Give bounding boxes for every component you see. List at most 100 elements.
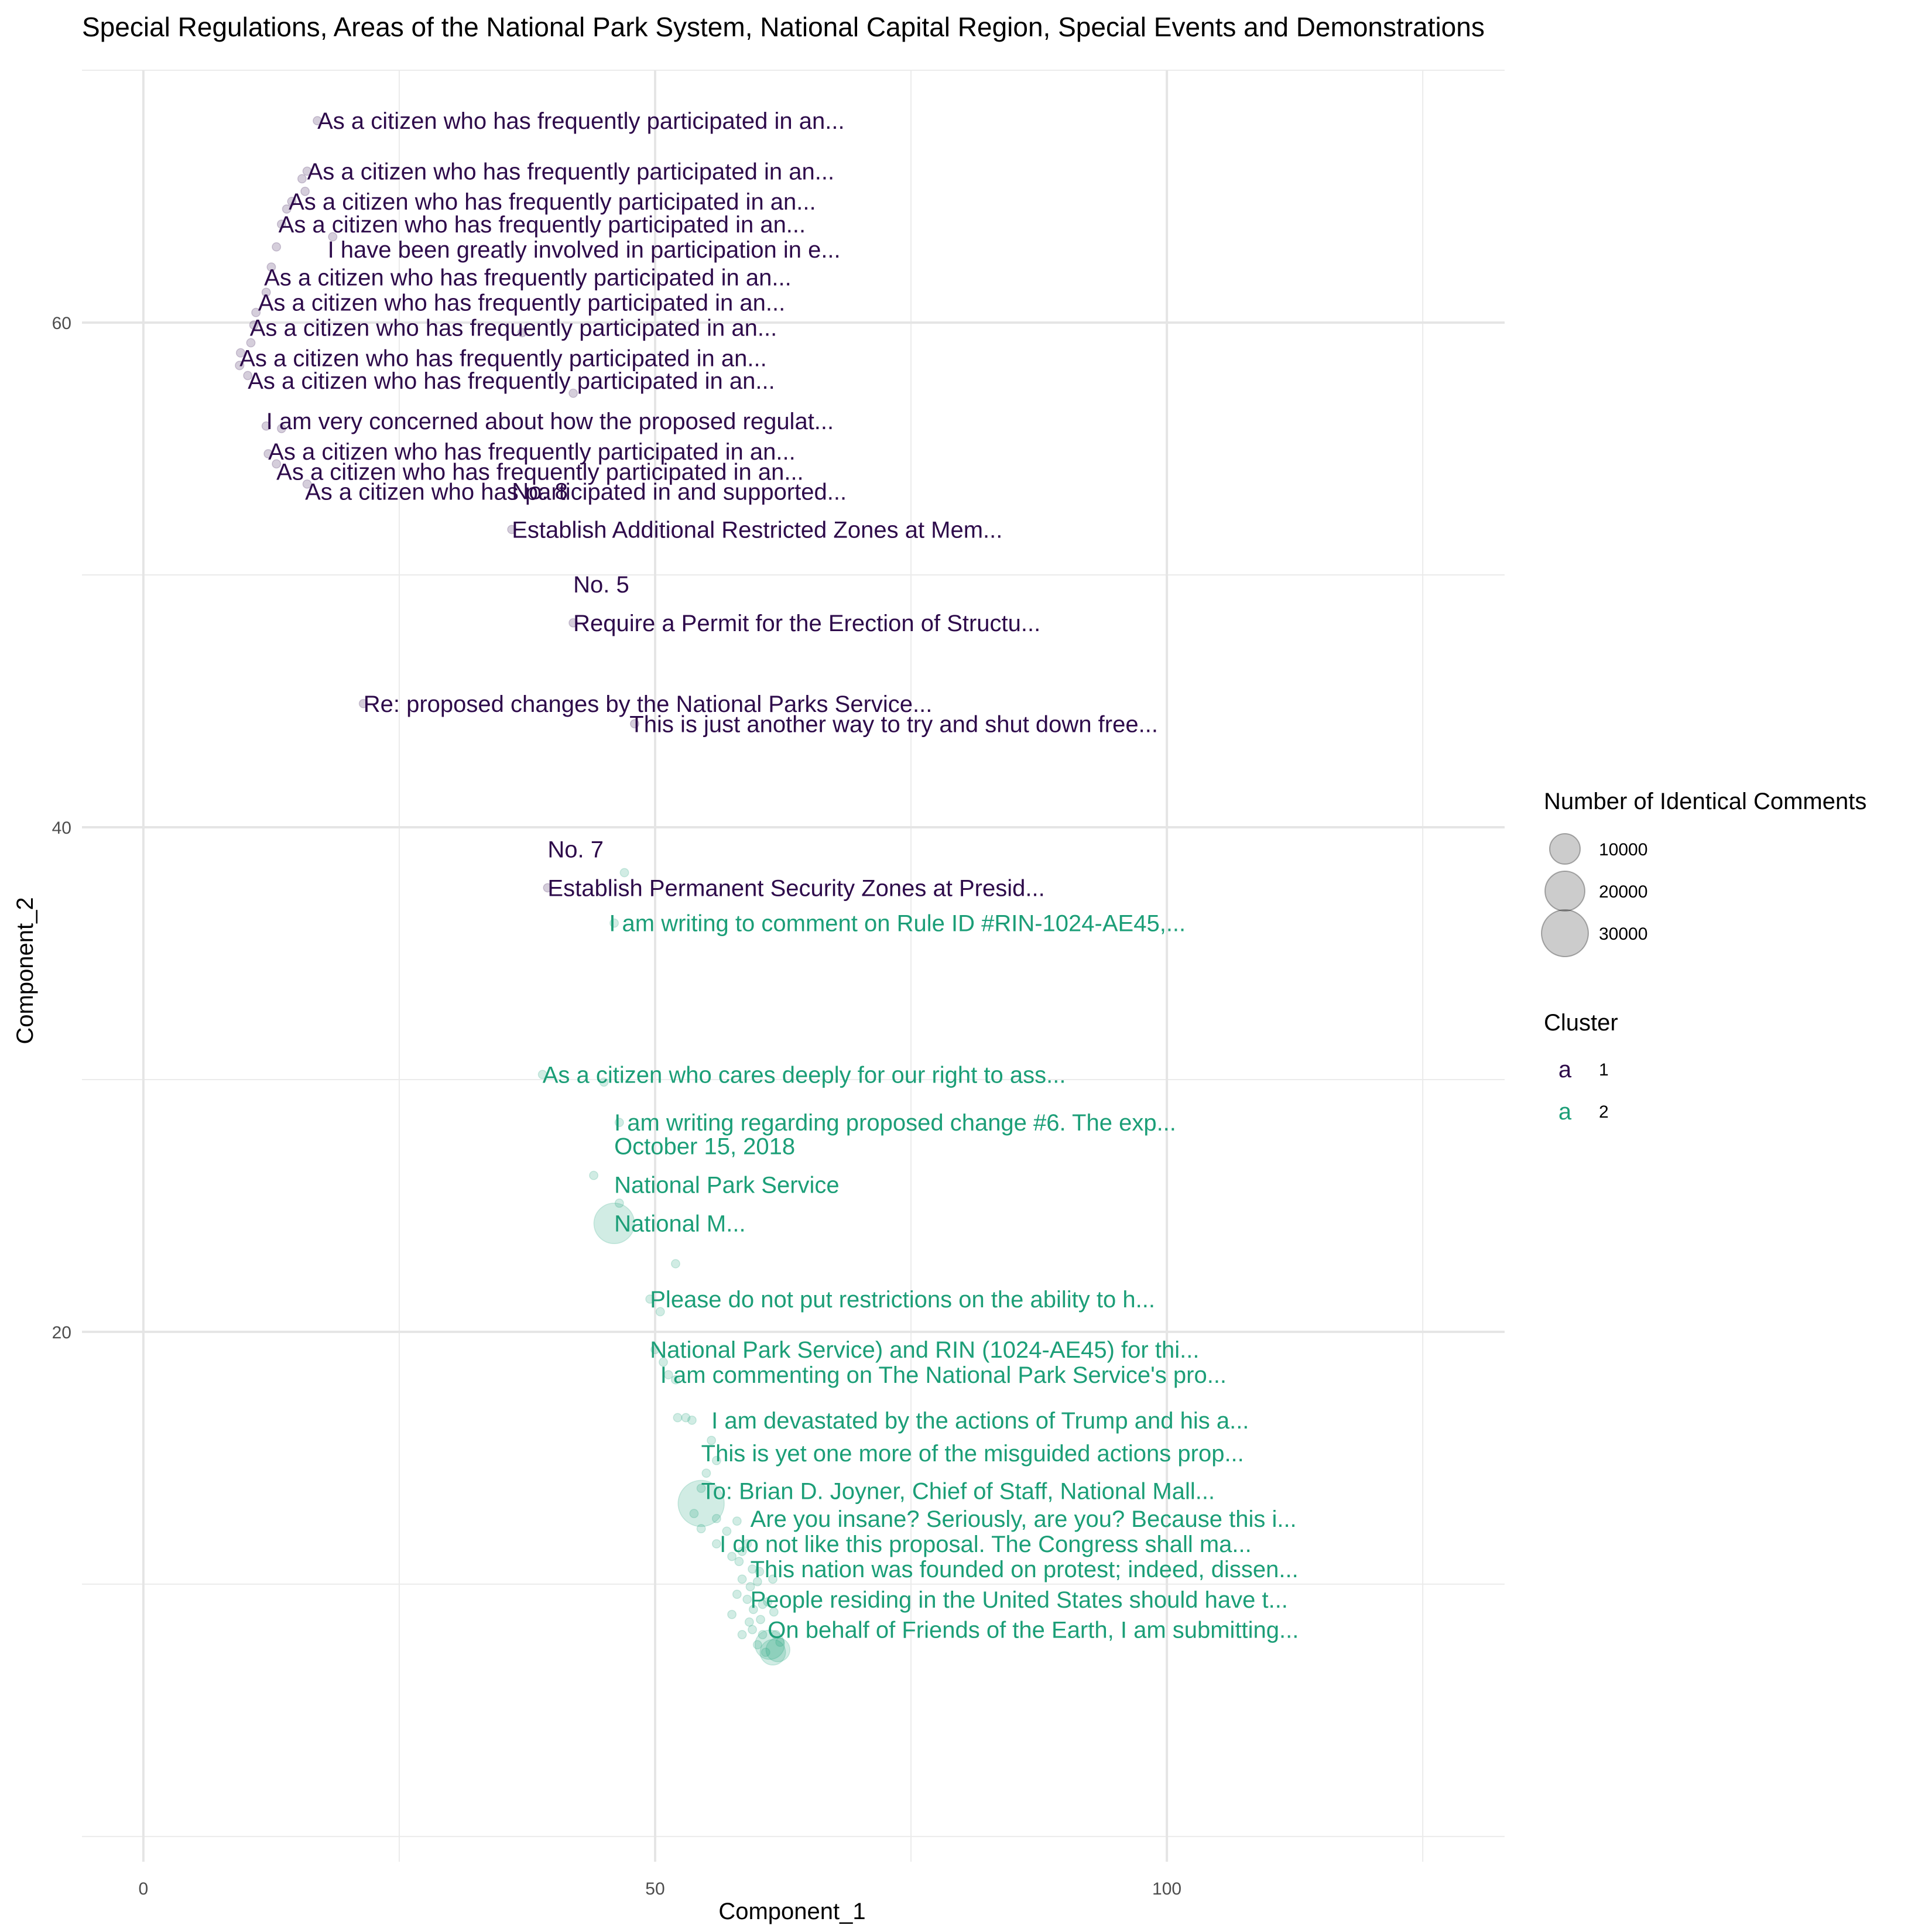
data-point <box>261 421 271 431</box>
data-point <box>655 1307 665 1317</box>
data-point <box>758 1599 768 1609</box>
point-label-line: As a citizen who has participated in and… <box>305 479 847 505</box>
point-label: As a citizen who has frequently particip… <box>268 439 796 465</box>
data-point <box>593 1203 635 1244</box>
data-point <box>261 287 271 297</box>
point-label: I do not like this proposal. The Congres… <box>720 1532 1252 1557</box>
gridlines <box>82 70 1505 1862</box>
point-label-line: As a citizen who has frequently particip… <box>289 189 816 215</box>
point-label-line: People residing in the United States sho… <box>751 1587 1288 1613</box>
legend-size-title: Number of Identical Comments <box>1544 789 1866 814</box>
data-point <box>659 1357 668 1367</box>
data-point <box>630 719 639 729</box>
data-point <box>589 1170 599 1180</box>
data-point <box>755 1567 765 1577</box>
point-label-line: I am writing to comment on Rule ID #RIN-… <box>609 911 1186 937</box>
data-point <box>609 918 619 928</box>
point-label: I am commenting on The National Park Ser… <box>660 1362 1227 1388</box>
data-point <box>775 1638 785 1647</box>
point-label-line: I am devastated by the actions of Trump … <box>711 1408 1249 1434</box>
point-label-line: As a citizen who has frequently particip… <box>258 290 786 316</box>
legend-color-label: 1 <box>1599 1060 1609 1080</box>
y-tick-label: 20 <box>52 1323 71 1342</box>
data-point <box>722 1526 732 1536</box>
data-point <box>568 388 578 398</box>
point-label: This is just another way to try and shut… <box>629 711 1158 737</box>
data-point <box>732 1590 742 1599</box>
point-label-line: Establish Permanent Security Zones at Pr… <box>547 875 1044 901</box>
data-point <box>734 1557 744 1567</box>
data-point <box>707 1436 717 1445</box>
data-point <box>282 204 292 214</box>
point-label: National Park Service) and RIN (1024-AE4… <box>650 1337 1199 1363</box>
legend-size-items: 10000 20000 30000 <box>1541 833 1647 957</box>
data-point <box>302 479 312 489</box>
data-point <box>263 449 273 459</box>
point-label: Re: proposed changes by the National Par… <box>364 691 933 717</box>
y-tick-label: 60 <box>52 314 71 333</box>
point-label: As a citizen who has frequently particip… <box>250 316 777 341</box>
data-point <box>748 1625 758 1635</box>
data-point <box>761 1647 770 1657</box>
data-point <box>272 459 282 469</box>
legend: Number of Identical Comments 10000 20000 3… <box>1541 789 1866 1125</box>
point-label-line: As a citizen who has frequently particip… <box>239 345 767 371</box>
legend-size-key <box>1541 909 1589 957</box>
data-point <box>756 1615 765 1625</box>
data-point <box>235 348 246 358</box>
point-label: As a citizen who has frequently particip… <box>248 368 775 394</box>
y-axis-title: Component_2 <box>12 897 38 1044</box>
point-label: As a citizen who has frequently particip… <box>239 345 767 371</box>
data-point <box>696 1484 706 1493</box>
x-tick-label: 0 <box>139 1879 149 1899</box>
data-point <box>752 1640 762 1650</box>
point-label-line: As a citizen who has frequently particip… <box>268 439 796 465</box>
point-label-line: On behalf of Friends of the Earth, I am … <box>768 1617 1299 1643</box>
data-point <box>358 698 368 708</box>
data-point <box>650 1345 660 1355</box>
data-point <box>759 1639 786 1666</box>
point-label-line: National M... <box>614 1211 746 1237</box>
point-label: To: Brian D. Joyner, Chief of Staff, Nat… <box>701 1478 1215 1504</box>
point-label: As a citizen who has frequently particip… <box>276 459 804 485</box>
point-label-line: This is just another way to try and shut… <box>629 711 1158 737</box>
legend-color-title: Cluster <box>1544 1010 1618 1036</box>
point-label-line: To: Brian D. Joyner, Chief of Staff, Nat… <box>701 1478 1215 1504</box>
data-point <box>742 1594 752 1604</box>
data-point <box>701 1468 711 1478</box>
point-label: As a citizen who has frequently particip… <box>317 108 845 134</box>
point-labels: As a citizen who has frequently particip… <box>239 108 1299 1643</box>
legend-color-items: a 1 a 2 <box>1558 1057 1609 1125</box>
legend-size-key <box>1549 833 1581 865</box>
point-label-line: Establish Additional Restricted Zones at… <box>512 517 1002 543</box>
point-label: On behalf of Friends of the Earth, I am … <box>768 1617 1299 1643</box>
data-point <box>246 338 256 348</box>
axis-ticks: 0 50 100 20 40 60 <box>52 314 1181 1899</box>
point-label-line: This is yet one more of the misguided ac… <box>701 1441 1244 1467</box>
point-label: I am devastated by the actions of Trump … <box>711 1408 1249 1434</box>
point-label: As a citizen who has frequently particip… <box>264 265 792 290</box>
legend-size-key <box>1544 871 1585 912</box>
data-point <box>235 361 245 371</box>
point-label-line: Re: proposed changes by the National Par… <box>364 691 933 717</box>
data-point <box>765 1637 790 1663</box>
point-label: No. 7 Establish Permanent Security Zones … <box>547 837 1044 901</box>
point-label: As a citizen who has frequently particip… <box>307 159 835 184</box>
data-point <box>543 883 553 893</box>
point-label-line: As a citizen who has frequently particip… <box>250 316 777 341</box>
data-point <box>696 1524 706 1534</box>
data-point <box>614 1118 624 1128</box>
data-point <box>711 1513 721 1523</box>
point-label-line: As a citizen who has frequently particip… <box>307 159 835 184</box>
data-point <box>754 1629 785 1660</box>
data-point <box>619 868 629 878</box>
data-point <box>266 262 276 272</box>
data-point <box>673 1413 683 1423</box>
data-point <box>671 1259 680 1269</box>
point-label: I am writing to comment on Rule ID #RIN-… <box>609 911 1186 937</box>
data-point <box>711 1539 721 1549</box>
data-point <box>276 219 286 229</box>
point-label-line: As a citizen who has frequently particip… <box>248 368 775 394</box>
x-tick-label: 50 <box>645 1879 664 1899</box>
point-label-line: I have been greatly involved in particip… <box>328 237 841 263</box>
